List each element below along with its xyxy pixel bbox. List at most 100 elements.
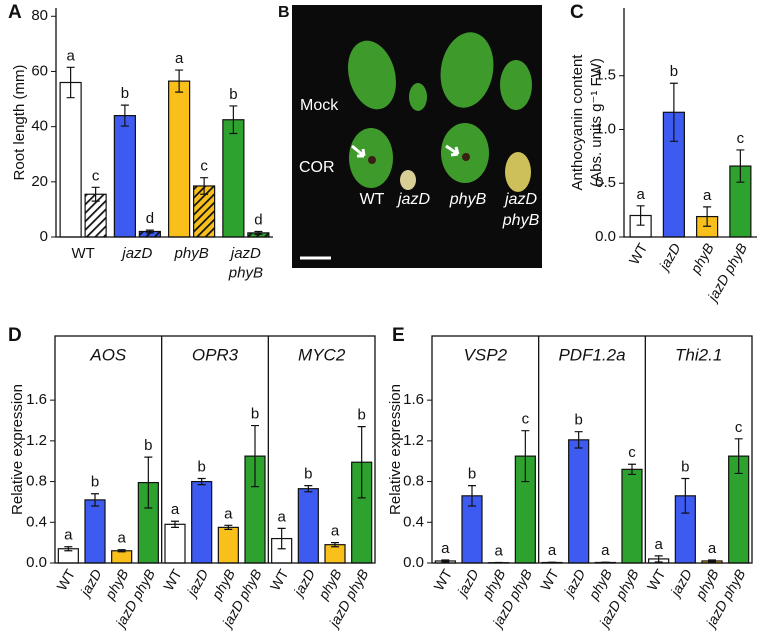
x-tick-label: jazD bbox=[666, 566, 695, 600]
x-tick-label: jazD bbox=[560, 566, 589, 600]
axis-frame bbox=[431, 335, 753, 564]
facet-title: AOS bbox=[89, 345, 127, 364]
error-bar bbox=[468, 485, 476, 507]
y-axis-label: Root length (mm) bbox=[11, 65, 28, 181]
error-bar bbox=[251, 424, 259, 488]
y-tick-label: 1.6 bbox=[26, 391, 47, 408]
error-bar bbox=[636, 205, 645, 226]
significance-letter: a bbox=[66, 47, 75, 64]
panel-label: C bbox=[570, 2, 584, 23]
significance-letter: a bbox=[171, 501, 180, 518]
error-bar bbox=[628, 463, 636, 476]
column-label: jazD bbox=[396, 191, 430, 208]
x-tick-label: jazD bbox=[453, 566, 482, 600]
significance-letter: b bbox=[357, 407, 365, 424]
error-bar bbox=[521, 430, 530, 483]
significance-letter: a bbox=[64, 527, 73, 544]
y-tick-label: 80 bbox=[31, 7, 48, 24]
leaves bbox=[348, 32, 532, 192]
error-bar bbox=[64, 546, 73, 552]
y-tick-label: 0.0 bbox=[26, 554, 47, 571]
leaf bbox=[441, 123, 489, 183]
error-bar bbox=[703, 206, 712, 227]
x-tick-label: WT bbox=[626, 240, 651, 267]
bar bbox=[113, 115, 136, 238]
axis bbox=[55, 8, 273, 238]
leaf bbox=[500, 60, 532, 110]
y-tick-label: 0.8 bbox=[26, 473, 47, 490]
error-bar bbox=[277, 527, 286, 550]
column-label: jazD phyB bbox=[502, 191, 540, 229]
y-tick-label: 0.0 bbox=[403, 554, 424, 571]
facet-title: MYC2 bbox=[298, 345, 346, 364]
bar bbox=[324, 544, 346, 564]
x-tick-label: jazD bbox=[183, 566, 212, 600]
error-bar bbox=[441, 559, 450, 563]
significance-letter: b bbox=[229, 86, 237, 103]
error-bar bbox=[574, 431, 583, 449]
significance-letter: a bbox=[224, 505, 233, 522]
significance-letter: b bbox=[574, 412, 582, 429]
y-tick-label: 0.0 bbox=[595, 228, 616, 245]
y-tick-label: 1.0 bbox=[595, 120, 616, 137]
error-bar bbox=[200, 177, 209, 195]
x-tick-label: jazD phyB bbox=[228, 245, 263, 282]
x-tick-label: WT bbox=[71, 245, 94, 262]
axis-frame bbox=[54, 335, 376, 564]
x-tick-label: phyB bbox=[174, 245, 209, 262]
bar bbox=[111, 550, 133, 564]
bar bbox=[164, 523, 186, 564]
error-bar bbox=[171, 520, 179, 528]
facet-title: PDF1.2a bbox=[558, 345, 625, 364]
significance-letter: a bbox=[117, 530, 126, 547]
significance-letter: b bbox=[681, 458, 689, 475]
y-tick-label: 1.2 bbox=[26, 432, 47, 449]
significance-letter: b bbox=[197, 458, 205, 475]
y-axis-label: Relative expression bbox=[387, 384, 404, 515]
error-bar bbox=[734, 438, 743, 475]
x-tick-label: jazD bbox=[120, 245, 152, 262]
bar bbox=[297, 488, 319, 564]
error-bar bbox=[145, 229, 154, 234]
error-bar bbox=[224, 524, 233, 531]
facet-title: Thi2.1 bbox=[675, 345, 722, 364]
leaf bbox=[505, 152, 531, 192]
y-axis-label: Relative expression bbox=[9, 384, 26, 515]
row-label: COR bbox=[299, 159, 335, 176]
error-bar bbox=[654, 555, 663, 563]
y-tick-label: 0.8 bbox=[403, 473, 424, 490]
x-tick-label: WT bbox=[430, 566, 455, 593]
row-label: Mock bbox=[300, 97, 339, 114]
significance-letter: a bbox=[654, 536, 663, 553]
y-tick-label: 0 bbox=[40, 228, 48, 245]
leaf bbox=[400, 170, 416, 190]
leaf bbox=[440, 32, 494, 108]
error-bar bbox=[144, 456, 153, 509]
x-tick-label: WT bbox=[644, 566, 669, 593]
x-tick-label: jazD bbox=[289, 566, 318, 600]
significance-letter: c bbox=[92, 167, 100, 184]
leaf bbox=[348, 40, 396, 110]
panel-label: D bbox=[8, 325, 22, 346]
arrow bbox=[351, 144, 366, 158]
error-bar bbox=[120, 104, 129, 127]
error-bar bbox=[175, 69, 184, 93]
column-label: WT bbox=[360, 191, 385, 208]
y-tick-label: 1.5 bbox=[595, 67, 616, 84]
lesion bbox=[368, 156, 376, 164]
bar bbox=[84, 499, 106, 564]
significance-letter: b bbox=[91, 474, 99, 491]
x-tick-label: jazD bbox=[76, 566, 105, 600]
x-tick-label: WT bbox=[53, 566, 78, 593]
significance-letter: d bbox=[146, 210, 154, 227]
y-tick-label: 60 bbox=[31, 62, 48, 79]
significance-letter: c bbox=[200, 158, 208, 175]
error-bar bbox=[357, 425, 366, 499]
y-axis-label: (Abs. units g⁻¹ FW) bbox=[588, 58, 605, 187]
y-tick-label: 1.2 bbox=[403, 432, 424, 449]
error-bar bbox=[304, 485, 313, 493]
y-tick-label: 40 bbox=[31, 118, 48, 135]
x-tick-label: jazD bbox=[655, 240, 684, 274]
x-tick-label: WT bbox=[267, 566, 292, 593]
